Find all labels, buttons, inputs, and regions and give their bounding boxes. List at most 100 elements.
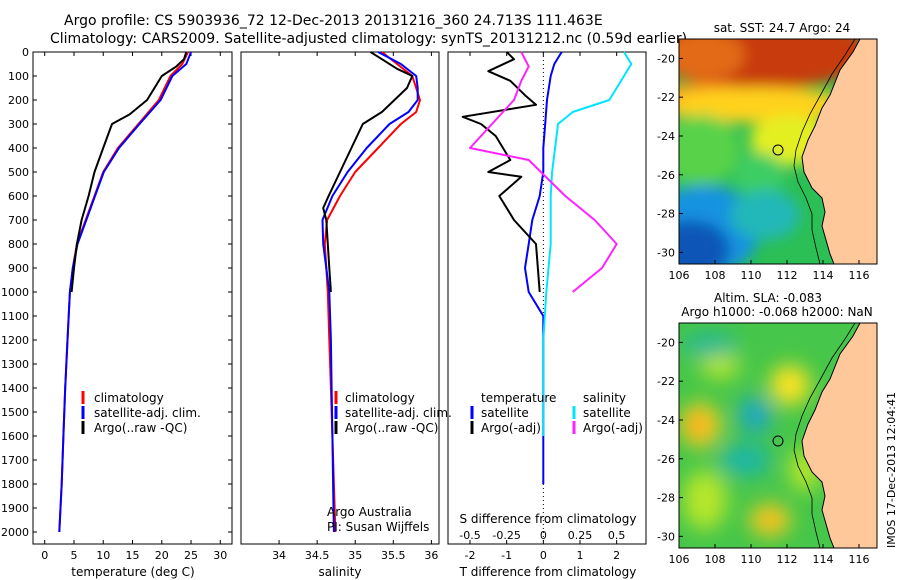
sst-map-title: sat. SST: 24.7 Argo: 24 — [714, 21, 851, 35]
map-y-tick-label: -26 — [657, 453, 675, 466]
land-area — [802, 39, 877, 264]
map-y-tick-label: -26 — [657, 169, 675, 182]
sla-map-title-1: Altim. SLA: -0.083 — [714, 291, 822, 305]
s-difference-label: S difference from climatology — [460, 512, 637, 526]
series-line-satellite-adj-clim- — [321, 51, 419, 533]
series-line-argo-raw-qc- — [322, 51, 414, 293]
depth-tick-label: 400 — [8, 142, 29, 155]
x-tick-label: 30 — [213, 549, 227, 562]
sla-map-panel: Altim. SLA: -0.083 Argo h1000: -0.068 h2… — [657, 291, 878, 566]
legend-label-satellite: satellite-adj. clim. — [345, 406, 452, 420]
x-tick-label: 20 — [155, 549, 169, 562]
depth-tick-label: 900 — [8, 262, 29, 275]
land-area — [802, 323, 877, 548]
difference-panel: -2 -1 0 1 2 -0.5 -0.25 0 0.25 0.5 S difference f… — [447, 51, 647, 579]
temperature-legend: climatology satellite-adj. clim. Argo(..… — [81, 391, 201, 435]
depth-tick-label: 200 — [8, 94, 29, 107]
map-y-tick-label: -22 — [657, 375, 675, 388]
coastline — [801, 39, 861, 264]
map-x-tick-label: 106 — [669, 269, 690, 282]
depth-tick-label: 1100 — [1, 310, 29, 323]
depth-tick-label: 600 — [8, 190, 29, 203]
depth-tick-label: 0 — [22, 46, 29, 59]
legend-header-temperature: temperature — [481, 391, 556, 405]
x-tick-label: -2 — [465, 549, 476, 562]
map-x-tick-label: 110 — [741, 269, 762, 282]
map-x-tick-label: 112 — [777, 269, 798, 282]
legend-label-climatology: climatology — [94, 391, 164, 405]
series-line-climatology — [323, 51, 421, 533]
difference-legend: temperature salinity satellite Argo(-adj… — [470, 391, 643, 435]
depth-tick-label: 300 — [8, 118, 29, 131]
x-tick-label: 0 — [540, 549, 547, 562]
legend-label-climatology: climatology — [345, 391, 415, 405]
map-y-tick-label: -24 — [657, 130, 675, 143]
map-x-tick-label: 108 — [705, 269, 726, 282]
map-x-tick-label: 106 — [669, 553, 690, 566]
difference-profiles — [461, 51, 633, 484]
sst-map-frame — [678, 38, 878, 265]
x-tick-label: 15 — [126, 549, 140, 562]
depth-tick-label: 100 — [8, 70, 29, 83]
map-y-tick-label: -20 — [657, 52, 675, 65]
depth-tick-label: 700 — [8, 214, 29, 227]
salinity-profiles — [321, 51, 421, 533]
series-line-climatology — [58, 51, 190, 533]
top-tick-label: -0.25 — [492, 529, 520, 542]
series-line-argo-raw-qc- — [70, 51, 188, 293]
difference-x-ticks: -2 -1 0 1 2 — [465, 52, 620, 562]
map-y-tick-label: -20 — [657, 336, 675, 349]
series-line-argo-adj- — [469, 51, 618, 293]
map-x-tick-label: 108 — [705, 553, 726, 566]
depth-tick-label: 1900 — [1, 502, 29, 515]
legend-label-s-argo: Argo(-adj) — [583, 421, 643, 435]
x-tick-label: 25 — [184, 549, 198, 562]
annotation-pi: PI: Susan Wijffels — [327, 520, 429, 534]
isobath — [793, 39, 856, 264]
salinity-panel: 34 34.5 35 35.5 36 salinity climatology sate… — [240, 51, 452, 579]
map-y-tick-label: -28 — [657, 208, 675, 221]
map-x-tick-label: 114 — [813, 553, 834, 566]
depth-tick-label: 1000 — [1, 286, 29, 299]
legend-label-s-satellite: satellite — [583, 406, 631, 420]
x-tick-label: 0 — [41, 549, 48, 562]
depth-tick-label: 500 — [8, 166, 29, 179]
imos-timestamp: IMOS 17-Dec-2013 12:04:41 — [885, 392, 898, 548]
map-x-tick-label: 114 — [813, 269, 834, 282]
map-y-tick-label: -24 — [657, 414, 675, 427]
temperature-x-label: temperature (deg C) — [71, 565, 194, 579]
legend-label-argo: Argo(..raw -QC) — [94, 421, 187, 435]
header-line-1: Argo profile: CS 5903936_72 12-Dec-2013 … — [64, 13, 603, 29]
x-tick-label: 5 — [70, 549, 77, 562]
series-line-satellite — [542, 51, 633, 436]
depth-tick-label: 1200 — [1, 334, 29, 347]
series-line-argo-adj- — [461, 51, 541, 293]
map-x-tick-label: 110 — [741, 553, 762, 566]
salinity-x-label: salinity — [318, 565, 361, 579]
map-x-tick-label: 112 — [777, 553, 798, 566]
sla-field — [679, 323, 877, 548]
t-difference-label: T difference from climatology — [459, 565, 637, 579]
top-tick-label: 0.25 — [568, 529, 593, 542]
argo-position-marker — [772, 144, 784, 156]
x-tick-label: 34.5 — [305, 549, 330, 562]
x-tick-label: 35.5 — [381, 549, 406, 562]
depth-tick-label: 1700 — [1, 454, 29, 467]
argo-position-marker — [772, 435, 784, 447]
difference-top-ticks: -0.5 -0.25 0 0.25 0.5 — [459, 529, 625, 542]
legend-label-t-argo: Argo(-adj) — [481, 421, 541, 435]
series-line-satellite-adj-clim- — [58, 51, 192, 533]
map-x-tick-label: 116 — [849, 269, 870, 282]
sla-map-ticks: 106 108 110 112 114 116 -20 -22 -24 -26 -28 -30 — [657, 336, 869, 566]
legend-label-t-satellite: satellite — [481, 406, 529, 420]
map-y-tick-label: -22 — [657, 91, 675, 104]
sst-map-panel: sat. SST: 24.7 Argo: 24 106 108 110 112 114 1… — [657, 21, 878, 282]
map-y-tick-label: -30 — [657, 246, 675, 259]
depth-tick-label: 1800 — [1, 478, 29, 491]
header-line-2: Climatology: CARS2009. Satellite-adjuste… — [50, 31, 687, 47]
coastline — [801, 323, 861, 548]
x-tick-label: -1 — [501, 549, 512, 562]
depth-tick-label: 800 — [8, 238, 29, 251]
depth-tick-label: 1300 — [1, 358, 29, 371]
